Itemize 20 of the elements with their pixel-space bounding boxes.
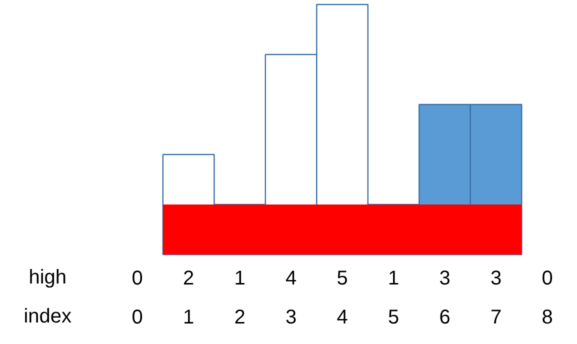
text: index [24, 306, 72, 328]
data-label: 2 [183, 268, 194, 290]
x-tick-label: 5 [388, 306, 400, 328]
x-tick-label: 8 [542, 306, 553, 328]
x-tick-label: 7 [490, 306, 502, 328]
data-label: 3 [490, 268, 502, 290]
x-tick-label: 2 [234, 306, 246, 328]
data-label: 1 [234, 268, 246, 290]
text: high [28, 266, 67, 288]
data-label: 5 [336, 268, 348, 290]
x-tick-label: 0 [132, 306, 143, 328]
x-tick-label: 4 [336, 306, 348, 328]
x-tick-label: 1 [183, 306, 194, 328]
data-label: 0 [542, 268, 553, 290]
data-label: 1 [388, 268, 400, 290]
data-label: 0 [132, 268, 143, 290]
data-label: 4 [285, 268, 297, 290]
data-label: 3 [439, 268, 450, 290]
x-tick-label: 6 [439, 306, 450, 328]
x-tick-label: 3 [285, 306, 297, 328]
